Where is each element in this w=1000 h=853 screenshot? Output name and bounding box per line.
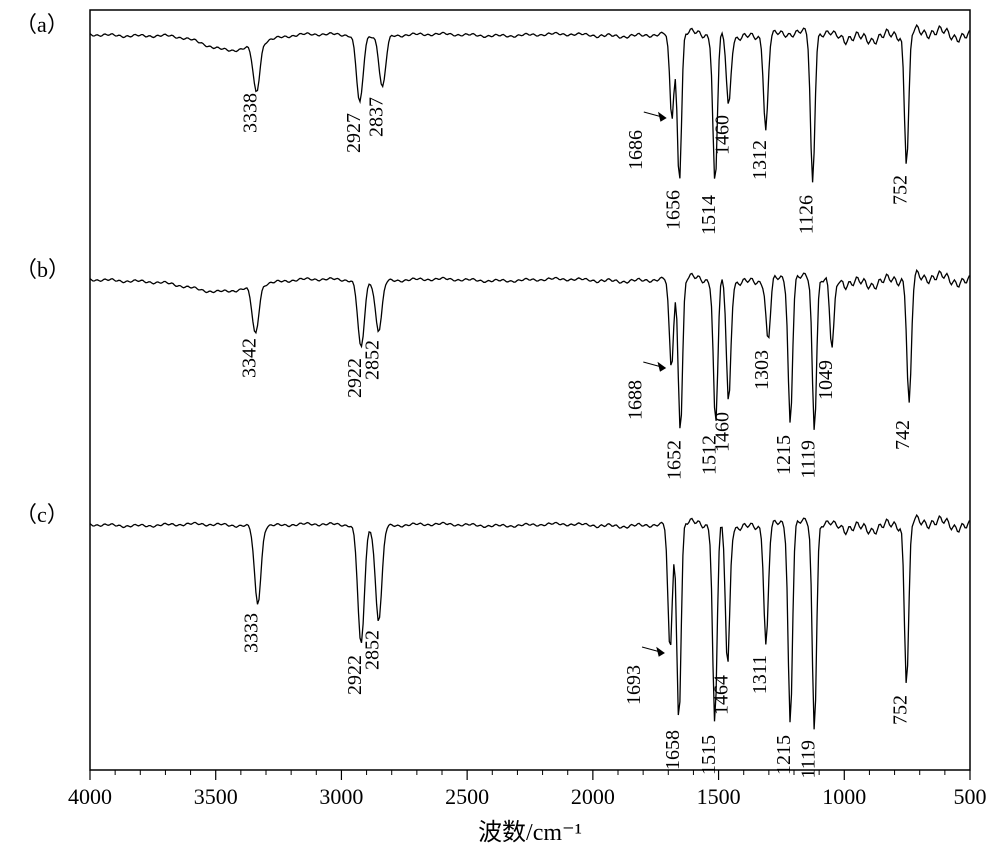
peak-label-a-1312: 1312 bbox=[749, 140, 771, 180]
svg-text:2000: 2000 bbox=[571, 784, 615, 809]
peak-label-a-1686: 1686 bbox=[625, 130, 647, 170]
panel-label-b: （b） bbox=[15, 257, 70, 282]
svg-text:1000: 1000 bbox=[822, 784, 866, 809]
peak-label-b-1049: 1049 bbox=[815, 360, 837, 400]
spectrum-a bbox=[90, 25, 970, 182]
peak-label-c-1515: 1515 bbox=[698, 735, 720, 775]
peak-label-b-1303: 1303 bbox=[751, 350, 773, 390]
peak-label-b-1119: 1119 bbox=[797, 440, 819, 479]
chart-svg: 4000 3500 3000 2500 2000 1500 1000 500 波数/cm⁻¹ （a… bbox=[0, 0, 1000, 853]
svg-text:3000: 3000 bbox=[319, 784, 363, 809]
peak-label-a-2927: 2927 bbox=[343, 113, 365, 153]
svg-text:1500: 1500 bbox=[697, 784, 741, 809]
spectrum-b bbox=[90, 270, 970, 430]
svg-text:500: 500 bbox=[954, 784, 987, 809]
peak-label-c-2852: 2852 bbox=[362, 630, 384, 670]
svg-text:4000: 4000 bbox=[68, 784, 112, 809]
svg-text:2500: 2500 bbox=[445, 784, 489, 809]
peak-label-b-1652: 1652 bbox=[663, 440, 685, 480]
peak-label-a-1514: 1514 bbox=[698, 195, 720, 235]
spectrum-c bbox=[90, 515, 970, 729]
peak-label-a-752: 752 bbox=[890, 175, 912, 205]
peak-label-c-1693: 1693 bbox=[623, 665, 645, 705]
peak-label-c-1119: 1119 bbox=[797, 740, 819, 779]
peak-label-a-1460: 1460 bbox=[712, 115, 734, 155]
peak-label-c-1658: 1658 bbox=[662, 730, 684, 770]
peak-label-c-3333: 3333 bbox=[241, 613, 263, 653]
peak-label-c-752: 752 bbox=[890, 695, 912, 725]
panel-label-c: （c） bbox=[15, 502, 69, 527]
x-axis-label: 波数/cm⁻¹ bbox=[478, 819, 582, 846]
peak-label-a-1126: 1126 bbox=[796, 195, 818, 234]
peak-label-b-1688: 1688 bbox=[624, 380, 646, 420]
panel-label-a: （a） bbox=[15, 12, 69, 37]
peak-label-b-2852: 2852 bbox=[362, 340, 384, 380]
peak-label-c-1464: 1464 bbox=[711, 675, 733, 715]
peak-label-b-1460: 1460 bbox=[712, 412, 734, 452]
peak-label-b-3342: 3342 bbox=[238, 338, 260, 378]
peak-label-c-1311: 1311 bbox=[749, 655, 771, 694]
peak-label-c-1215: 1215 bbox=[773, 735, 795, 775]
peak-label-b-742: 742 bbox=[892, 420, 914, 450]
peak-label-a-2837: 2837 bbox=[365, 97, 387, 137]
ir-spectra-chart: 4000 3500 3000 2500 2000 1500 1000 500 波数/cm⁻¹ （a… bbox=[0, 0, 1000, 853]
peak-label-b-1215: 1215 bbox=[773, 435, 795, 475]
peak-label-a-3338: 3338 bbox=[239, 93, 261, 133]
peak-label-a-1656: 1656 bbox=[662, 190, 684, 230]
svg-text:3500: 3500 bbox=[194, 784, 238, 809]
